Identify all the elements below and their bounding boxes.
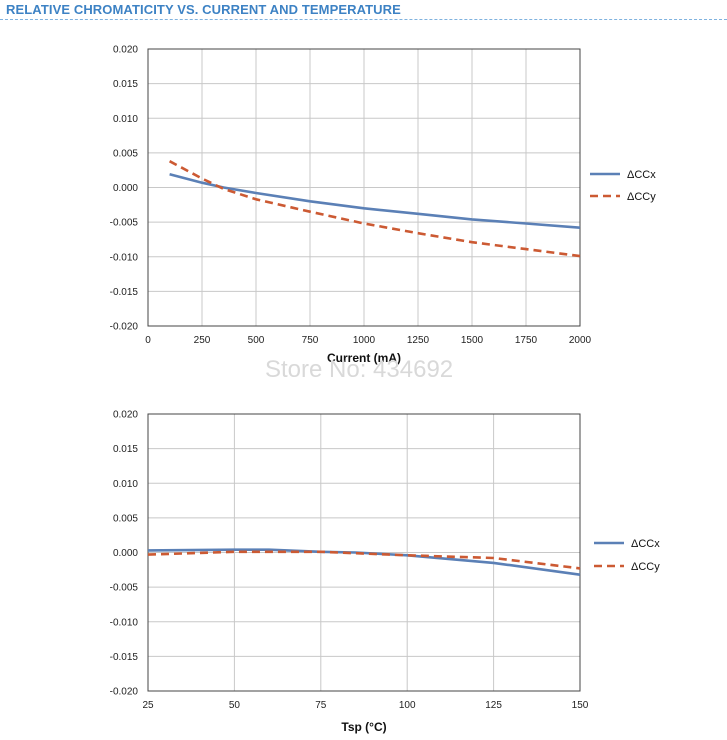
c0-x-tick-label: 1500 xyxy=(461,335,484,346)
c0-y-tick-label: -0.005 xyxy=(110,218,139,229)
c0-x-tick-label: 1000 xyxy=(353,335,376,346)
c0-x-tick-label: 1250 xyxy=(407,335,430,346)
c0-x-axis-title: Current (mA) xyxy=(327,351,401,365)
c0-y-tick-label: -0.010 xyxy=(110,252,139,263)
c0-x-tick-label: 250 xyxy=(194,335,211,346)
c1-x-tick-label: 100 xyxy=(399,700,416,711)
c0-y-tick-label: 0.000 xyxy=(113,183,138,194)
heading-divider xyxy=(0,19,727,20)
c0-series-line-ccx xyxy=(169,173,581,229)
store-watermark: Store No: 434692 xyxy=(265,356,454,383)
c1-y-tick-label: 0.015 xyxy=(113,444,138,455)
c1-legend-label-ccy: ΔCCy xyxy=(631,561,660,573)
c1-series-line-ccx xyxy=(147,548,581,576)
c0-x-tick-label: 1750 xyxy=(515,335,538,346)
c1-y-tick-label: 0.005 xyxy=(113,513,138,524)
c1-x-tick-label: 25 xyxy=(142,700,154,711)
c0-plot-border xyxy=(147,48,581,327)
c1-plot-border xyxy=(147,413,581,692)
c1-y-tick-label: -0.020 xyxy=(110,687,139,698)
c0-y-tick-label: 0.005 xyxy=(113,148,138,159)
c1-x-tick-label: 125 xyxy=(485,700,502,711)
c0-series-line-ccy xyxy=(168,160,581,258)
c1-y-tick-label: -0.005 xyxy=(110,583,139,594)
c1-x-tick-label: 75 xyxy=(315,700,327,711)
c0-legend-label-ccy: ΔCCy xyxy=(627,191,656,203)
c0-y-tick-label: 0.020 xyxy=(113,45,138,56)
c0-legend-label-ccx: ΔCCx xyxy=(627,169,656,181)
chart-chromaticity-vs-current: 0.020 0.015 0.010 0.005 0.000 -0.005 -0.010 -0.… xyxy=(110,45,657,366)
page-heading: RELATIVE CHROMATICITY VS. CURRENT AND TE… xyxy=(6,2,401,17)
c1-x-tick-label: 150 xyxy=(572,700,589,711)
c0-x-tick-label: 0 xyxy=(145,335,151,346)
c1-y-tick-label: -0.010 xyxy=(110,617,139,628)
c1-x-axis-title: Tsp (°C) xyxy=(341,720,386,734)
c0-y-tick-label: 0.010 xyxy=(113,114,138,125)
c1-y-tick-label: 0.020 xyxy=(113,410,138,421)
chart-chromaticity-vs-temperature: 0.020 0.015 0.010 0.005 0.000 -0.005 -0.010 -0.… xyxy=(110,410,661,735)
c1-x-tick-label: 50 xyxy=(229,700,241,711)
c1-y-tick-label: -0.015 xyxy=(110,652,139,663)
c1-legend-label-ccx: ΔCCx xyxy=(631,538,660,550)
c1-y-tick-label: 0.000 xyxy=(113,548,138,559)
c0-y-tick-label: 0.015 xyxy=(113,79,138,90)
c0-y-tick-label: -0.015 xyxy=(110,287,139,298)
c1-y-tick-label: 0.010 xyxy=(113,479,138,490)
c1-series-line-ccy xyxy=(147,550,581,570)
c0-x-tick-label: 750 xyxy=(302,335,319,346)
c0-x-tick-label: 2000 xyxy=(569,335,592,346)
c0-y-tick-label: -0.020 xyxy=(110,322,139,333)
c0-x-tick-label: 500 xyxy=(248,335,265,346)
